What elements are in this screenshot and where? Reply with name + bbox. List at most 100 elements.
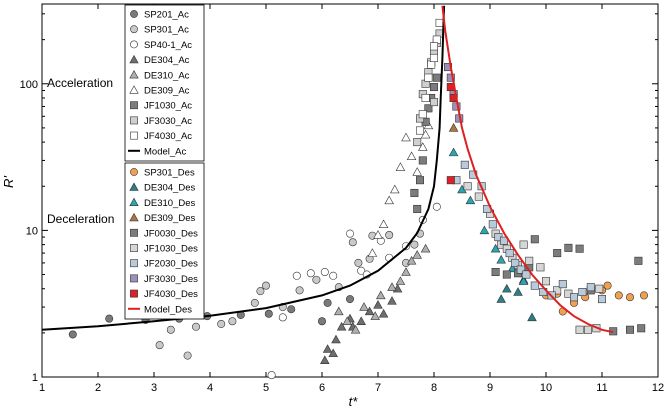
point-SP301_Ac (217, 319, 226, 328)
point-DE304_Des (513, 287, 523, 296)
x-tick-label: 2 (95, 382, 101, 394)
point-DE309_Des (448, 123, 459, 132)
legend-marker-DE304_Des (129, 182, 139, 191)
point-JF4030_Ac (429, 42, 438, 51)
point-JF3030_Des (446, 73, 455, 82)
x-tick-label: 8 (431, 382, 437, 394)
point-SP40-1_Ac (329, 271, 338, 280)
point-DE309_Ac (373, 230, 383, 239)
point-JF1030_Ac (429, 83, 438, 92)
point-SP301_Ac (250, 298, 259, 307)
point-DE304_Ac (331, 334, 341, 344)
y-tick-label: 1 (32, 372, 38, 384)
series-DE304_Des (496, 274, 537, 322)
point-SP301_Ac (192, 322, 201, 331)
point-JF1030_Ac (424, 104, 433, 113)
point-JF1030_Ac (432, 73, 441, 82)
point-JF0030_Des (634, 256, 643, 265)
point-JF1030_Des (575, 325, 584, 334)
point-SP201_Ac (68, 330, 77, 339)
point-SP201_Ac (317, 317, 326, 326)
point-DE304_Ac (322, 344, 333, 353)
point-JF4030_Ac (429, 53, 438, 62)
legend-label: Model_Ac (144, 146, 186, 157)
legend-marker-JF3030_Des (130, 274, 138, 283)
point-SP301_Ac (385, 231, 394, 240)
series-DE304_Ac (320, 283, 403, 364)
point-DE310_Ac (395, 276, 406, 285)
point-DE304_Ac (387, 296, 397, 305)
legend-label: JF1030_Ac (144, 101, 192, 112)
plot-frame (41, 3, 659, 378)
point-DE310_Des (496, 254, 506, 264)
point-JF1030_Des (519, 240, 528, 249)
point-JF2030_Des (530, 281, 539, 290)
point-DE304_Des (527, 312, 537, 322)
point-DE310_Ac (387, 282, 397, 291)
series-DE310_Ac (334, 243, 431, 334)
point-JF1030_Des (474, 192, 483, 201)
point-DE304_Ac (356, 316, 366, 325)
series-SP40-1_Ac (267, 202, 441, 380)
point-SP301_Ac (295, 286, 304, 295)
point-JF2030_Des (460, 160, 469, 169)
point-SP301_Ac (166, 325, 175, 334)
point-JF0030_Des (575, 244, 584, 253)
point-DE309_Ac (406, 151, 417, 161)
legend-marker-JF1030_Des (130, 244, 138, 252)
point-SP301_Ac (183, 351, 192, 360)
point-SP301_Ac (228, 317, 237, 326)
point-DE304_Ac (364, 306, 375, 316)
point-JF1030_Ac (418, 156, 427, 165)
y-tick-label: 10 (26, 225, 38, 237)
point-DE309_Ac (412, 167, 422, 176)
series-DE309_Des (448, 123, 459, 132)
point-DE304_Des (496, 294, 506, 303)
legend-marker-JF3030_Ac (130, 116, 138, 125)
x-tick-label: 4 (207, 382, 213, 394)
point-JF1030_Ac (410, 188, 419, 197)
legend-label: JF3030_Des (144, 274, 198, 285)
legend-label: JF4030_Des (144, 289, 198, 300)
legend-marker-DE310_Des (129, 197, 139, 207)
point-DE310_Ac (412, 250, 422, 259)
point-DE304_Ac (320, 355, 330, 364)
series-JF2030_Des (452, 160, 606, 304)
plot-area (41, 3, 659, 378)
point-DE309_Ac (378, 219, 389, 229)
point-DE310_Des (518, 276, 529, 285)
point-DE310_Ac (334, 306, 344, 316)
legend-label: SP301_Ac (144, 25, 189, 36)
x-tick-label: 11 (596, 382, 607, 394)
legend-marker-DE310_Ac (129, 70, 139, 79)
legend-marker-SP301_Des (130, 168, 138, 176)
x-tick-label: 12 (652, 382, 664, 394)
point-DE304_Ac (328, 348, 338, 358)
point-JF3030_Ac (413, 138, 422, 147)
point-SP40-1_Ac (278, 313, 287, 322)
point-JF0030_Des (564, 243, 573, 252)
point-SP201_Ac (345, 295, 354, 304)
point-SP301_Des (614, 291, 623, 300)
point-JF1030_Des (553, 286, 562, 295)
point-DE310_Ac (370, 311, 380, 320)
point-SP301_Ac (354, 258, 363, 267)
point-JF4030_Ac (418, 110, 427, 119)
point-DE304_Ac (378, 308, 389, 318)
point-DE310_Ac (376, 290, 386, 300)
legend-label: JF4030_Ac (144, 131, 192, 142)
point-JF0030_Des (491, 268, 500, 277)
point-JF4030_Ac (427, 60, 436, 69)
legend-marker-SP40-1_Ac (130, 40, 138, 49)
y-axis-label: R' (1, 176, 16, 188)
legend-marker-JF0030_Des (130, 228, 138, 237)
point-SP40-1_Ac (432, 202, 441, 211)
line-Model_Ac (41, 5, 446, 331)
point-JF4030_Ac (415, 126, 424, 135)
point-JF2030_Des (516, 265, 525, 274)
point-JF0030_Des (553, 249, 562, 258)
point-DE310_Ac (401, 267, 411, 276)
legend-marker-DE304_Ac (129, 54, 139, 64)
point-JF3030_Ac (429, 98, 438, 107)
